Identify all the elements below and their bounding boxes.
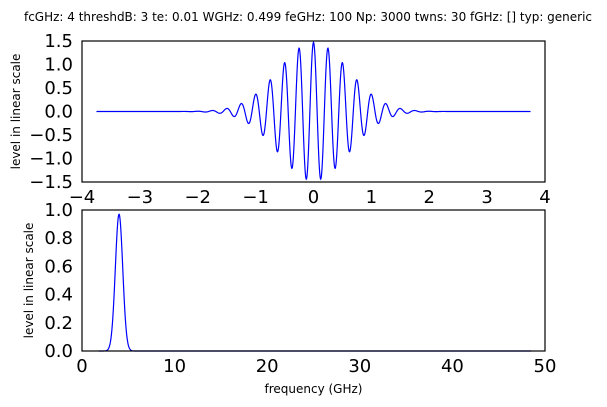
series-line — [98, 213, 532, 352]
y-tick-label: 1.0 — [44, 200, 73, 221]
y-tick-label: 0.6 — [44, 256, 73, 277]
bottom-panel: 0 10 20 30 40 50 1.0 0.8 0.6 0.4 0.2 0.0 level in li… — [22, 200, 556, 396]
x-tick-label: 4 — [539, 187, 550, 208]
x-axis-label: frequency (GHz) — [265, 382, 363, 396]
y-tick-label: 0.5 — [44, 78, 73, 99]
x-tick-label: −1 — [242, 187, 269, 208]
y-tick-label: −0.5 — [29, 125, 73, 146]
y-tick-label: 0.0 — [44, 102, 73, 123]
y-tick-label: 0.2 — [44, 313, 73, 334]
y-tick-label: 0.0 — [44, 341, 73, 362]
x-tick-label: 20 — [256, 356, 279, 377]
x-tick-label: 40 — [441, 356, 464, 377]
x-tick-label: 1 — [366, 187, 377, 208]
x-tick-label: −3 — [127, 187, 154, 208]
y-tick-label: −1.5 — [29, 172, 73, 193]
x-tick-label: 30 — [348, 356, 371, 377]
y-tick-label: 0.8 — [44, 228, 73, 249]
y-tick-label: 1.5 — [44, 31, 73, 52]
axes-frame — [81, 40, 546, 183]
x-tick-label: 50 — [534, 356, 557, 377]
axes-frame — [81, 209, 546, 352]
series-line — [96, 41, 531, 181]
y-axis-label: level in linear scale — [9, 54, 23, 170]
y-tick-label: −1.0 — [29, 149, 73, 170]
x-tick-label: −4 — [69, 187, 96, 208]
top-panel: −4 −3 −2 −1 0 1 2 3 4 1.5 1.00.5 0.0−0.5 −1.0−1.5 lev… — [9, 31, 551, 208]
y-axis-label: level in linear scale — [22, 223, 36, 339]
y-tick-label: 0.4 — [44, 285, 73, 306]
x-tick-label: 10 — [163, 356, 186, 377]
x-tick-label: 0 — [308, 187, 319, 208]
x-tick-label: −2 — [184, 187, 211, 208]
figure-title: fcGHz: 4 threshdB: 3 te: 0.01 WGHz: 0.49… — [24, 10, 592, 24]
x-tick-label: 0 — [76, 356, 87, 377]
y-tick-label: 1.0 — [44, 55, 73, 76]
x-tick-label: 3 — [481, 187, 492, 208]
x-tick-label: 2 — [424, 187, 435, 208]
